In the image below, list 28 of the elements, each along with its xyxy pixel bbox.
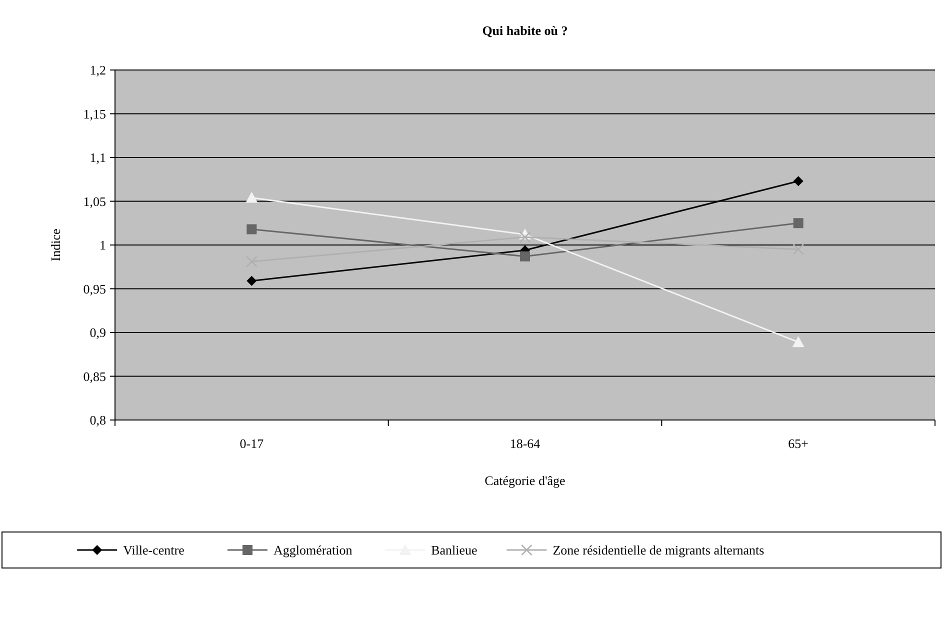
y-tick-label: 0,8 (90, 412, 106, 428)
y-tick-label: 0,9 (90, 325, 106, 340)
point (246, 192, 258, 203)
point (792, 336, 804, 348)
y-tick-label: 1 (100, 238, 106, 253)
point (519, 231, 531, 243)
legend-label: Agglomération (274, 542, 353, 558)
y-tick-label: 1,05 (83, 194, 106, 209)
point (520, 251, 530, 262)
x-axis-title: Catégorie d'âge (484, 473, 566, 488)
chart-title: Qui habite où ? (482, 23, 568, 38)
x-tick-label: 65+ (788, 436, 809, 451)
x-tick-label: 18-64 (510, 436, 541, 451)
y-tick-label: 0,85 (83, 368, 106, 384)
y-tick-label: 1,15 (83, 106, 106, 122)
y-axis-title: Indice (48, 228, 63, 262)
y-tick-label: 1,2 (90, 62, 106, 78)
legend-label: Banlieue (431, 542, 478, 558)
legend-label: Ville-centre (123, 542, 185, 558)
point (793, 218, 804, 228)
y-tick-label: 1,1 (90, 150, 106, 166)
x-tick-label: 0-17 (240, 436, 264, 451)
point (246, 276, 257, 286)
y-tick-label: 0,95 (83, 281, 106, 296)
point (792, 244, 804, 256)
point (793, 176, 804, 186)
legend-label: Zone résidentielle de migrants alternants (552, 542, 764, 558)
point (246, 224, 257, 234)
